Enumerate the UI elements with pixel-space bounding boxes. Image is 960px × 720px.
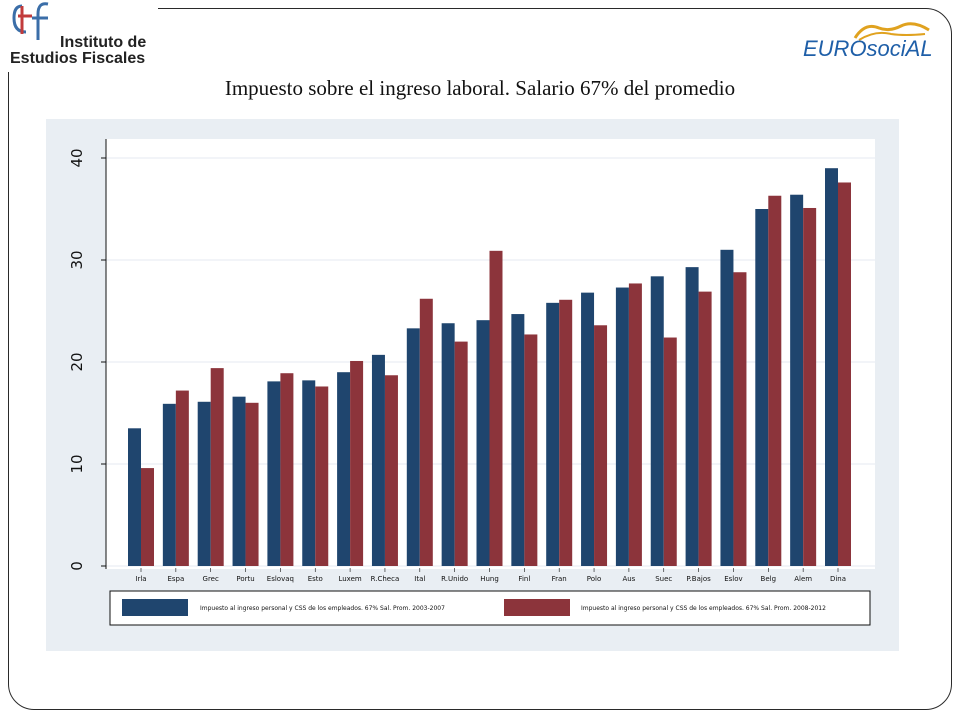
bar-series2 [210, 368, 224, 566]
x-tick-label: R.Unido [441, 575, 468, 583]
eurosocial-logo-text: EUROsociAL [803, 36, 933, 61]
x-tick-label: Hung [480, 575, 499, 583]
bar-series1 [720, 249, 734, 567]
slide-title: Impuesto sobre el ingreso laboral. Salar… [224, 76, 736, 100]
x-tick-label: Belg [761, 575, 777, 583]
y-tick-label: 0 [68, 561, 86, 571]
x-tick-label: Finl [518, 575, 530, 583]
bar-series1 [267, 381, 281, 566]
bar-series2 [245, 402, 259, 566]
bar-series1 [825, 168, 838, 566]
ief-logo-line2: Estudios Fiscales [10, 50, 146, 67]
bar-series2 [141, 468, 154, 566]
bar-series2 [698, 291, 712, 566]
bar-series2 [419, 298, 433, 566]
y-tick-label: 40 [68, 148, 86, 167]
legend-box [109, 590, 871, 626]
bar-series1 [476, 320, 490, 566]
bar-series1 [755, 209, 769, 566]
bar-series1 [650, 276, 664, 566]
x-tick-label: Fran [552, 575, 567, 583]
bar-series1 [197, 401, 211, 566]
x-tick-label: Grec [203, 575, 219, 583]
x-tick-label: Esto [308, 575, 323, 583]
bar-series2 [454, 341, 468, 566]
bar-series2 [628, 283, 642, 566]
bar-series2 [175, 390, 189, 566]
bar-series1 [302, 380, 316, 566]
x-tick-label: Dina [830, 575, 846, 583]
bar-chart: 0 10 20 30 40 Irla Espa Grec Portu Eslovaq Esto Lux… [68, 139, 875, 626]
x-tick-label: Suec [655, 575, 672, 583]
bar-series2 [594, 325, 608, 566]
bar-series1 [162, 403, 176, 566]
ief-logo-mark-icon [12, 2, 49, 40]
x-tick-label: R.Checa [371, 575, 400, 583]
x-tick-label: P.Bajos [686, 575, 711, 583]
bar-series1 [615, 287, 629, 566]
x-tick-label: Irla [135, 575, 146, 583]
legend-swatch-series2 [504, 599, 570, 616]
bar-series2 [384, 375, 398, 566]
bar-series1 [685, 267, 699, 566]
bar-series2 [350, 360, 364, 566]
x-tick-label: Alem [794, 575, 812, 583]
bar-series2 [838, 182, 851, 567]
x-tick-label: Polo [587, 575, 601, 583]
bar-series2 [280, 373, 294, 566]
x-tick-label: Espa [167, 575, 184, 583]
legend-label-series2: Impuesto al ingreso personal y CSS de lo… [581, 605, 826, 612]
bar-series2 [559, 299, 573, 566]
eurosocial-logo-mark-icon [853, 22, 930, 41]
ief-logo-line1: Instituto de [60, 34, 147, 51]
x-tick-label: Luxem [338, 575, 361, 583]
x-tick-label: Eslovaq [267, 575, 294, 583]
x-tick-label: Eslov [724, 575, 742, 583]
bar-series1 [546, 302, 560, 566]
ief-logo: Instituto de Estudios Fiscales [8, 0, 158, 72]
bar-series1 [441, 323, 455, 566]
bar-series1 [337, 372, 351, 566]
bar-series1 [406, 328, 420, 566]
bar-series1 [232, 396, 246, 566]
chart-panel: 0 10 20 30 40 Irla Espa Grec Portu Eslovaq Esto Lux… [46, 119, 899, 651]
y-tick-label: 10 [68, 454, 86, 473]
x-tick-label: Portu [236, 575, 254, 583]
y-tick-label: 30 [68, 250, 86, 269]
bar-series2 [803, 207, 817, 566]
bar-series2 [768, 195, 782, 566]
bar-series2 [489, 250, 503, 566]
legend-label-series1: Impuesto al ingreso personal y CSS de lo… [200, 605, 445, 612]
bar-series1 [511, 314, 525, 566]
y-tick-label: 20 [68, 352, 86, 371]
bar-series1 [581, 292, 595, 566]
bar-series2 [733, 272, 747, 566]
bar-series2 [315, 386, 329, 566]
x-tick-label: Aus [622, 575, 635, 583]
eurosocial-logo: EUROsociAL [795, 20, 945, 65]
bar-series2 [524, 334, 538, 566]
bar-series1 [790, 194, 804, 566]
legend-swatch-series1 [122, 599, 188, 616]
bar-series1 [128, 428, 141, 566]
x-tick-label: Ital [414, 575, 425, 583]
bar-series1 [371, 354, 385, 566]
bar-series2 [663, 337, 677, 566]
